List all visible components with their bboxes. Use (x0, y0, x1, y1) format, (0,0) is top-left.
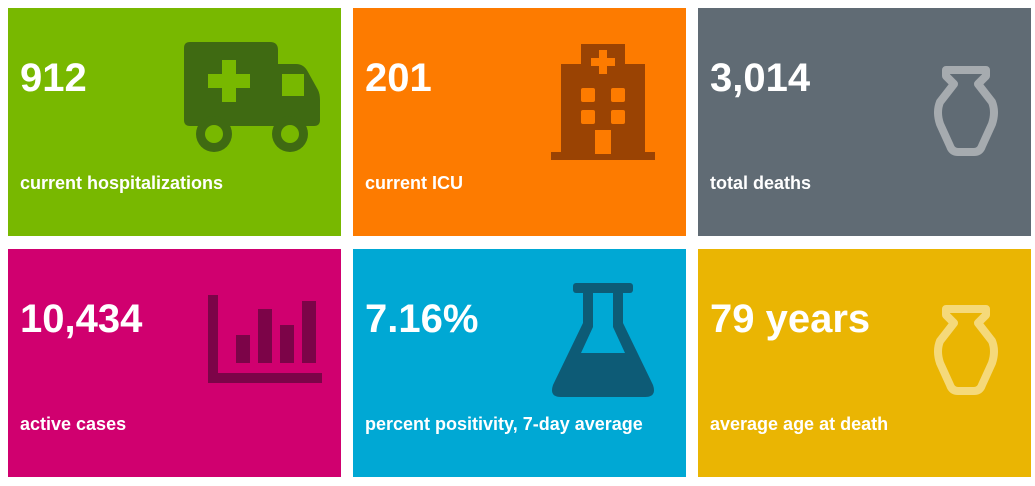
tile-icu: 201 current ICU (353, 8, 686, 236)
tile-active-cases: 10,434 active cases (8, 249, 341, 477)
hospitalizations-label: current hospitalizations (20, 173, 224, 193)
deaths-label: total deaths (710, 173, 812, 193)
icu-value: 201 (365, 56, 432, 100)
tile-hospitalizations: 912 current hospitalizations (8, 8, 341, 236)
active-cases-label: active cases (20, 414, 127, 434)
positivity-label: percent positivity, 7-day average (365, 414, 643, 434)
hospitalizations-value: 912 (20, 56, 87, 100)
urn-icon (934, 66, 998, 156)
deaths-value: 3,014 (710, 56, 811, 100)
active-cases-value: 10,434 (20, 297, 143, 341)
tile-percent-positivity: 7.16% percent positivity, 7-day average (353, 249, 686, 477)
urn-icon (934, 305, 998, 395)
tile-total-deaths: 3,014 total deaths (698, 8, 1031, 236)
icu-label: current ICU (365, 173, 464, 193)
tile-average-age: 79 years average age at death (698, 249, 1031, 477)
hospital-icon (551, 44, 655, 160)
positivity-value: 7.16% (365, 297, 479, 341)
bar-chart-icon (208, 295, 324, 385)
ambulance-icon (178, 42, 322, 154)
average-age-value: 79 years (710, 297, 871, 341)
flask-icon (551, 283, 655, 399)
average-age-label: average age at death (710, 414, 889, 434)
